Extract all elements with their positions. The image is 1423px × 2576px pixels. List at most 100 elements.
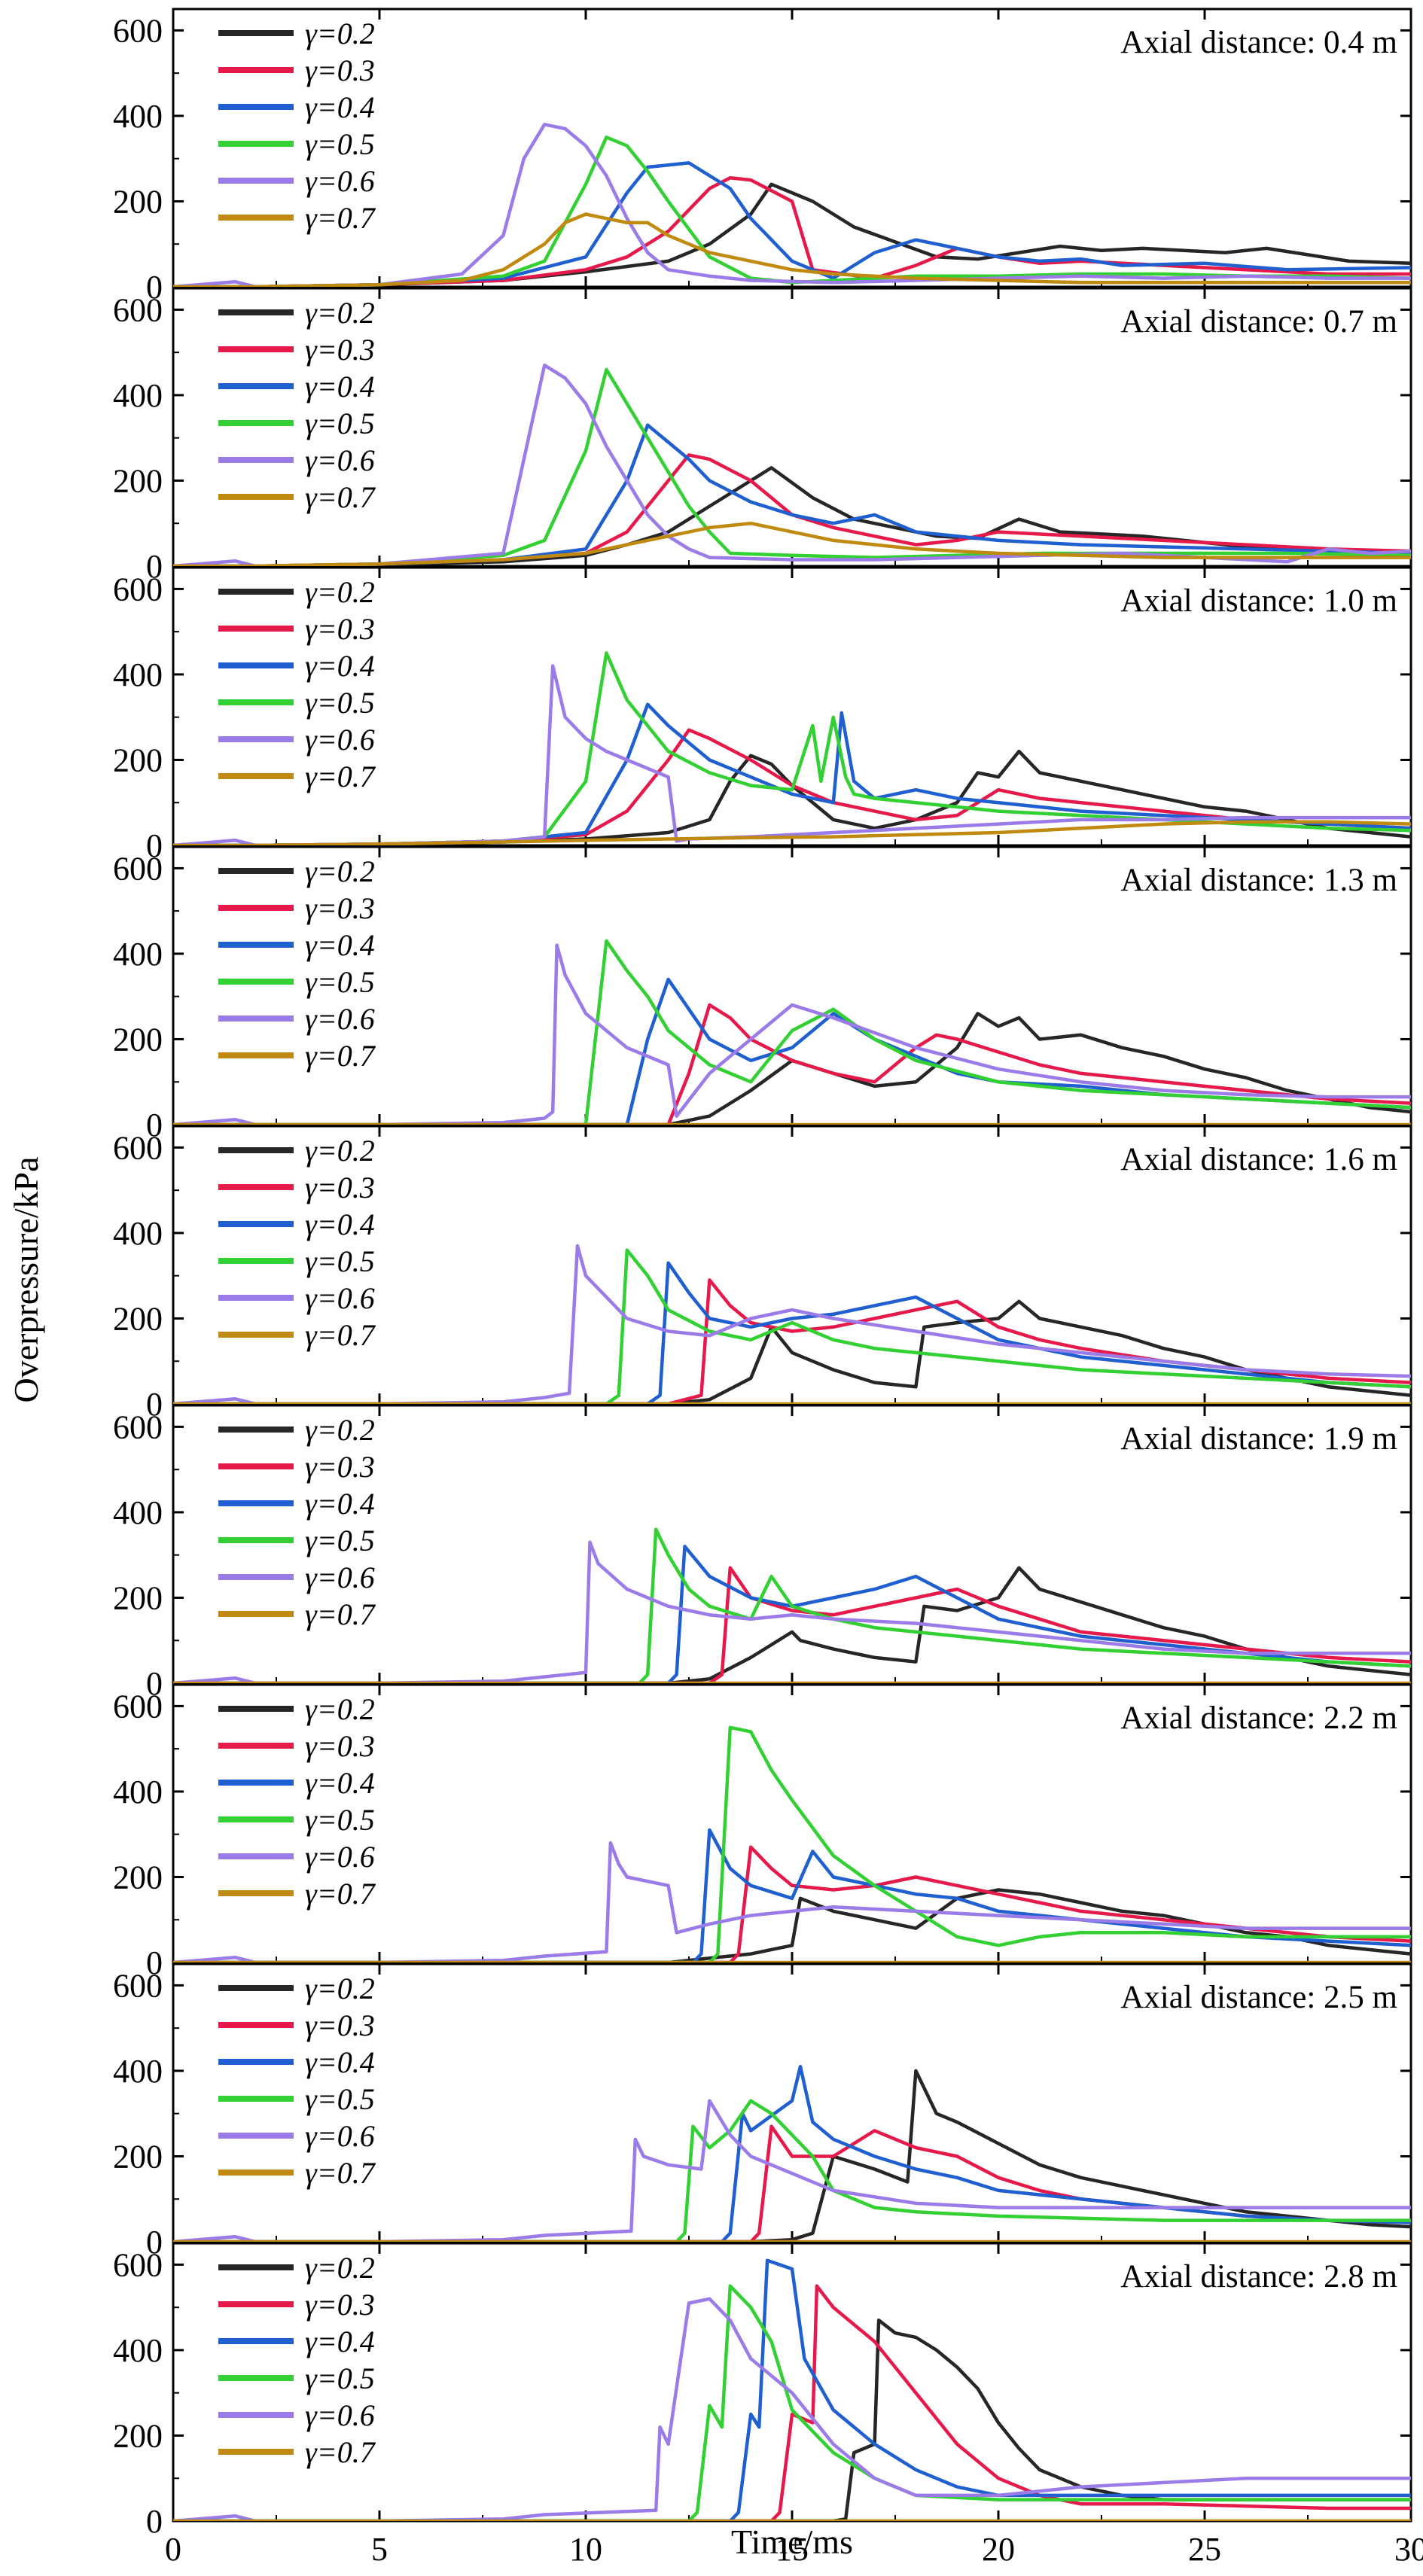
- legend-label: γ=0.4: [305, 1207, 375, 1241]
- legend-label: γ=0.6: [305, 164, 375, 198]
- legend-label: γ=0.6: [305, 1840, 375, 1874]
- legend-label: γ=0.4: [305, 2325, 375, 2358]
- legend-label: γ=0.3: [305, 2288, 375, 2322]
- y-tick-label: 400: [113, 2053, 163, 2090]
- series-line-gamma-0.7: [173, 521, 1411, 566]
- panel-annotation: Axial distance: 0.7 m: [1120, 304, 1397, 340]
- panel-8: 0 200 400 600 γ=0.2γ=0.3γ=0.4γ=0.5γ=0.6γ=0.7…: [113, 1962, 1412, 2261]
- series-group: [173, 2064, 1411, 2242]
- series-group: [173, 1725, 1411, 1962]
- y-tick-label: 200: [113, 1021, 163, 1058]
- legend-label: γ=0.2: [305, 1972, 375, 2005]
- legend-label: γ=0.5: [305, 1803, 375, 1837]
- series-line-gamma-0.5: [173, 1725, 1411, 1962]
- x-axis-title: Time/ms: [731, 2523, 853, 2561]
- legend-label: γ=0.2: [305, 854, 375, 888]
- series-line-gamma-0.2: [173, 1299, 1411, 1404]
- series-line-gamma-0.4: [173, 423, 1411, 566]
- legend-label: γ=0.6: [305, 1281, 375, 1315]
- y-tick-label: 400: [113, 377, 163, 414]
- legend-label: γ=0.2: [305, 296, 375, 330]
- series-line-gamma-0.5: [173, 651, 1411, 845]
- series-line-gamma-0.7: [173, 212, 1411, 287]
- y-tick-label: 600: [113, 850, 163, 887]
- y-tick-label: 600: [113, 1129, 163, 1166]
- legend-label: γ=0.5: [305, 127, 375, 161]
- y-tick-label: 200: [113, 183, 163, 220]
- y-tick-label: 400: [113, 656, 163, 693]
- legend-label: γ=0.4: [305, 1766, 375, 1800]
- series-line-gamma-0.3: [173, 1566, 1411, 1683]
- panel-2: 0 200 400 600 γ=0.2γ=0.3γ=0.4γ=0.5γ=0.6γ=0.7…: [113, 287, 1412, 585]
- y-tick-label: 600: [113, 1688, 163, 1725]
- panel-annotation: Axial distance: 2.2 m: [1120, 1701, 1397, 1736]
- series-line-gamma-0.2: [173, 182, 1411, 287]
- legend-label: γ=0.6: [305, 1002, 375, 1036]
- legend-label: γ=0.2: [305, 2251, 375, 2285]
- legend-label: γ=0.2: [305, 1692, 375, 1726]
- x-tick-label: 20: [982, 2531, 1015, 2568]
- series-line-gamma-0.4: [173, 1828, 1411, 1962]
- y-tick-label: 200: [113, 2417, 163, 2454]
- legend-label: γ=0.6: [305, 443, 375, 477]
- legend-label: γ=0.7: [305, 480, 376, 514]
- y-tick-label: 0: [146, 1107, 163, 1143]
- legend-label: γ=0.5: [305, 965, 375, 999]
- legend-label: γ=0.4: [305, 370, 375, 403]
- series-line-gamma-0.7: [173, 820, 1411, 845]
- legend-label: γ=0.7: [305, 201, 376, 235]
- y-tick-label: 600: [113, 291, 163, 328]
- panel-annotation: Axial distance: 1.3 m: [1120, 863, 1397, 898]
- series-line-gamma-0.5: [173, 2284, 1411, 2521]
- series-line-gamma-0.5: [173, 2099, 1411, 2242]
- series-line-gamma-0.6: [173, 943, 1411, 1125]
- y-tick-label: 0: [146, 548, 163, 585]
- legend-label: γ=0.7: [305, 1318, 376, 1352]
- panel-annotation: Axial distance: 1.9 m: [1120, 1421, 1397, 1457]
- y-tick-label: 400: [113, 98, 163, 135]
- series-line-gamma-0.3: [173, 1003, 1411, 1125]
- panel-annotation: Axial distance: 2.8 m: [1120, 2259, 1397, 2294]
- series-line-gamma-0.4: [173, 1261, 1411, 1404]
- legend-label: γ=0.7: [305, 2435, 376, 2469]
- legend-label: γ=0.3: [305, 891, 375, 925]
- y-tick-label: 200: [113, 741, 163, 778]
- series-line-gamma-0.3: [173, 1278, 1411, 1404]
- legend-label: γ=0.4: [305, 1487, 375, 1521]
- y-tick-label: 600: [113, 1967, 163, 2004]
- x-tick-label: 30: [1394, 2531, 1423, 2568]
- legend-label: γ=0.5: [305, 1244, 375, 1278]
- panel-7: 0 200 400 600 γ=0.2γ=0.3γ=0.4γ=0.5γ=0.6γ=0.7…: [113, 1683, 1412, 1981]
- legend-label: γ=0.4: [305, 90, 375, 124]
- legend-label: γ=0.2: [305, 575, 375, 609]
- series-line-gamma-0.2: [173, 2069, 1411, 2242]
- panel-annotation: Axial distance: 1.0 m: [1120, 583, 1397, 619]
- series-line-gamma-0.3: [173, 175, 1411, 287]
- legend-label: γ=0.5: [305, 406, 375, 440]
- legend-label: γ=0.3: [305, 1171, 375, 1204]
- series-group: [173, 939, 1411, 1125]
- series-group: [173, 363, 1411, 566]
- series-line-gamma-0.5: [173, 135, 1411, 287]
- y-tick-label: 200: [113, 1579, 163, 1616]
- legend-label: γ=0.3: [305, 53, 375, 87]
- legend-label: γ=0.2: [305, 1413, 375, 1447]
- legend-label: γ=0.3: [305, 333, 375, 367]
- x-tick-label: 25: [1188, 2531, 1221, 2568]
- legend-label: γ=0.7: [305, 1597, 376, 1631]
- series-group: [173, 2258, 1411, 2521]
- series-line-gamma-0.3: [173, 2284, 1411, 2521]
- series-group: [173, 651, 1411, 845]
- y-tick-label: 0: [146, 1386, 163, 1423]
- legend-label: γ=0.7: [305, 2156, 376, 2190]
- y-tick-label: 0: [146, 2224, 163, 2261]
- series-line-gamma-0.2: [173, 749, 1411, 845]
- x-tick-label: 10: [569, 2531, 602, 2568]
- series-line-gamma-0.3: [173, 1845, 1411, 1962]
- x-tick-label: 5: [371, 2531, 388, 2568]
- legend-label: γ=0.2: [305, 17, 375, 50]
- y-tick-label: 400: [113, 2332, 163, 2369]
- legend-label: γ=0.7: [305, 1877, 376, 1911]
